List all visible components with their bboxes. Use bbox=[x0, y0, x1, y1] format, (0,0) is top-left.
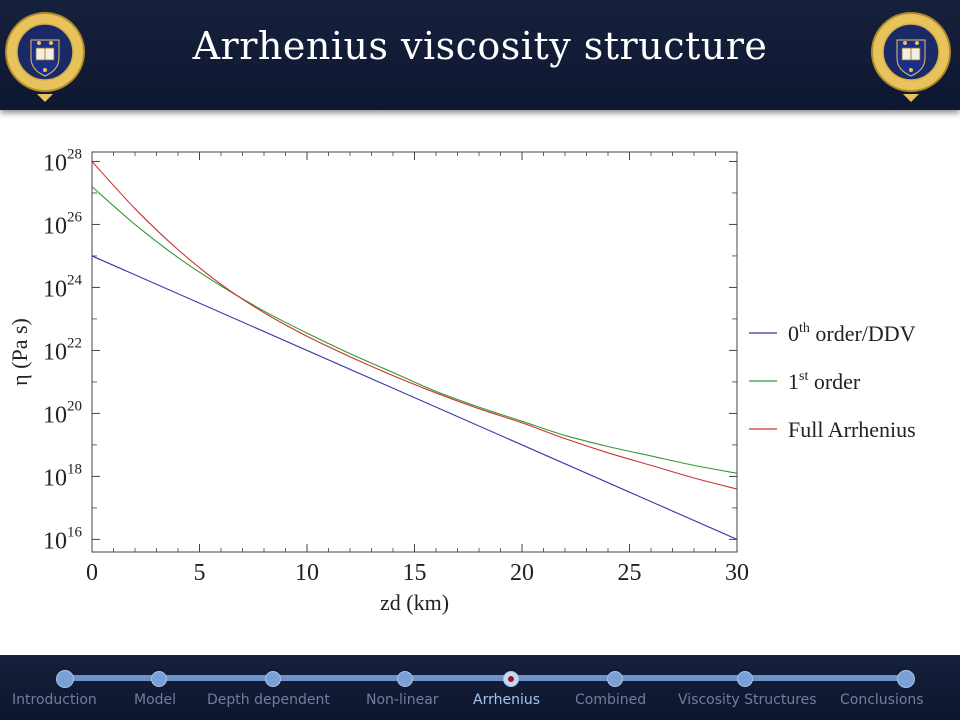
y-axis-label: η (Pa s) bbox=[7, 318, 32, 386]
nav-dot-non-linear[interactable] bbox=[397, 671, 413, 687]
legend-label-2: 1st order bbox=[788, 369, 861, 394]
oxford-crest-left-icon bbox=[5, 12, 85, 102]
nav-progress-track bbox=[62, 675, 906, 681]
y-tick-label: 1016 bbox=[43, 524, 83, 554]
nav-dot-depth-dependent[interactable] bbox=[265, 671, 281, 687]
nav-item-viscosity-structures[interactable]: Viscosity Structures bbox=[678, 692, 817, 708]
y-tick-label: 1022 bbox=[43, 335, 82, 365]
nav-item-model[interactable]: Model bbox=[134, 692, 177, 708]
nav-item-conclusions[interactable]: Conclusions bbox=[840, 692, 924, 708]
y-tick-label: 1026 bbox=[43, 209, 83, 239]
nav-dot-model[interactable] bbox=[151, 671, 167, 687]
y-tick-label: 1024 bbox=[43, 272, 83, 302]
x-axis-label: zd (km) bbox=[380, 590, 449, 615]
nav-item-introduction[interactable]: Introduction bbox=[12, 692, 97, 708]
nav-item-depth-dependent[interactable]: Depth dependent bbox=[207, 692, 330, 708]
y-tick-label: 1028 bbox=[43, 146, 82, 176]
y-tick-label: 1020 bbox=[43, 398, 82, 428]
y-tick-label: 1018 bbox=[43, 461, 82, 491]
x-tick-label: 10 bbox=[295, 560, 319, 586]
x-tick-label: 30 bbox=[725, 560, 749, 586]
nav-dot-introduction[interactable] bbox=[56, 670, 74, 688]
nav-dot-combined[interactable] bbox=[607, 671, 623, 687]
series-line-2 bbox=[91, 186, 738, 474]
page-title: Arrhenius viscosity structure bbox=[192, 24, 768, 68]
legend-label-3: Full Arrhenius bbox=[788, 417, 916, 442]
x-tick-label: 15 bbox=[403, 560, 427, 586]
nav-item-non-linear[interactable]: Non-linear bbox=[366, 692, 439, 708]
oxford-crest-right-icon bbox=[871, 12, 951, 102]
title-bar: Arrhenius viscosity structure bbox=[0, 0, 960, 110]
navigation-bar: Introduction Model Depth dependent Non-line… bbox=[0, 655, 960, 720]
nav-dot-conclusions[interactable] bbox=[897, 670, 915, 688]
viscosity-chart: 0 5 10 15 20 25 30 1016 1018 1020 1022 1024 1026 1028… bbox=[7, 146, 916, 615]
nav-item-combined[interactable]: Combined bbox=[575, 692, 647, 708]
plot-frame bbox=[91, 151, 738, 553]
x-tick-label: 20 bbox=[510, 560, 534, 586]
series-line-3 bbox=[91, 161, 738, 490]
x-tick-label: 5 bbox=[194, 560, 206, 586]
legend-label-1: 0th order/DDV bbox=[788, 321, 916, 346]
x-tick-label: 25 bbox=[618, 560, 642, 586]
nav-item-arrhenius[interactable]: Arrhenius bbox=[473, 692, 541, 708]
x-tick-label: 0 bbox=[86, 560, 98, 586]
nav-dot-viscosity-structures[interactable] bbox=[737, 671, 753, 687]
series-line-1 bbox=[91, 255, 738, 540]
nav-dot-arrhenius[interactable] bbox=[503, 671, 519, 687]
